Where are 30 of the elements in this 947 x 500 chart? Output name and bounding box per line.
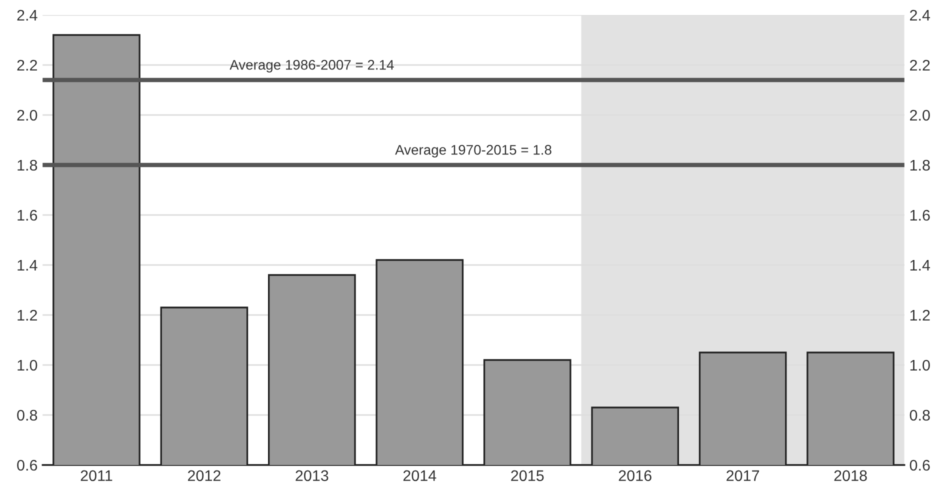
y-tick-label: 1.6 bbox=[18, 210, 38, 221]
y-tick-label: 0.6 bbox=[17, 460, 38, 471]
x-tick-label: 2014 bbox=[403, 470, 436, 482]
y2-tick-label: 1.4 bbox=[910, 260, 930, 271]
y-tick-label: 2.4 bbox=[17, 10, 38, 21]
y-tick-label: 0.8 bbox=[17, 410, 38, 421]
x-tick-label: 2016 bbox=[618, 470, 652, 482]
y2-tick-label: 1.8 bbox=[910, 160, 930, 171]
y2-tick-label: 2.2 bbox=[910, 60, 930, 71]
y2-tick-label: 0.8 bbox=[910, 410, 930, 421]
y-tick-label: 2.2 bbox=[17, 60, 37, 71]
x-tick-label: 2017 bbox=[726, 470, 760, 482]
x-tick-label: 2015 bbox=[511, 470, 544, 482]
y2-tick-label: 2.0 bbox=[910, 110, 930, 121]
y-tick-label: 1.2 bbox=[18, 310, 37, 321]
y2-tick-label: 0.6 bbox=[910, 460, 930, 471]
y-tick-label: 2.0 bbox=[17, 110, 38, 121]
y2-tick-label: 1.6 bbox=[910, 210, 930, 221]
y-tick-label: 1.0 bbox=[18, 360, 38, 371]
y-tick-label: 1.8 bbox=[18, 160, 38, 171]
ref-line-label: Average 1986-2007 = 2.14 bbox=[230, 60, 394, 72]
ref-line-label: Average 1970-2015 = 1.8 bbox=[395, 144, 552, 158]
y-tick-label: 1.4 bbox=[18, 260, 38, 271]
x-tick-label: 2013 bbox=[296, 470, 328, 482]
y2-tick-label: 1.0 bbox=[910, 360, 930, 371]
y2-tick-label: 2.4 bbox=[910, 10, 930, 21]
x-tick-label: 2011 bbox=[80, 470, 112, 482]
x-tick-label: 2018 bbox=[834, 470, 867, 482]
x-tick-label: 2012 bbox=[188, 470, 220, 482]
y2-tick-label: 1.2 bbox=[910, 310, 930, 321]
